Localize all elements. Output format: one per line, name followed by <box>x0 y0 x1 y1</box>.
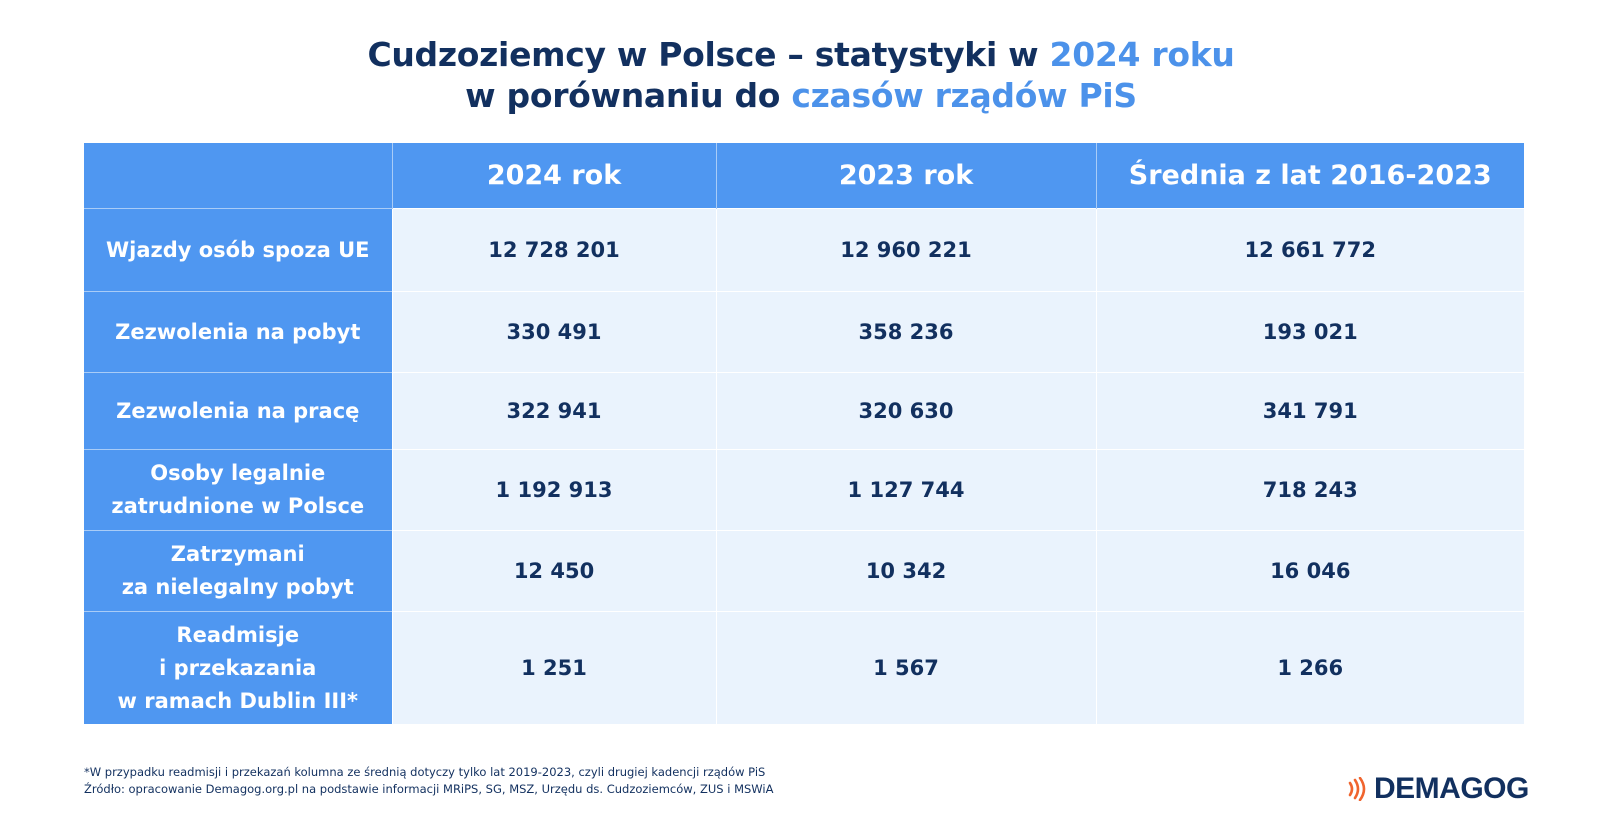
row-label: Wjazdy osób spoza UE <box>84 208 392 292</box>
row-label: Readmisje i przekazania w ramach Dublin II… <box>84 611 392 724</box>
footnote: *W przypadku readmisji i przekazań kolum… <box>84 764 773 798</box>
header-corner-cell <box>84 143 392 209</box>
row-label-line: zatrudnione w Polsce <box>111 494 365 518</box>
row-label: Osoby legalnie zatrudnione w Polsce <box>84 449 392 531</box>
table-cell: 1 567 <box>715 611 1096 724</box>
row-label-line: Zatrzymani <box>170 542 305 566</box>
statistics-table: 2024 rok 2023 rok Średnia z lat 2016-2023 … <box>84 143 1524 724</box>
table-cell: 16 046 <box>1095 530 1524 612</box>
row-label: Zatrzymani za nielegalny pobyt <box>84 530 392 612</box>
table-cell: 341 791 <box>1095 372 1524 450</box>
row-label-line: Osoby legalnie <box>150 461 326 485</box>
table-cell: 322 941 <box>391 372 716 450</box>
table-body: Wjazdy osób spoza UE 12 728 201 12 960 221… <box>84 208 1524 724</box>
table-cell: 12 450 <box>391 530 716 612</box>
table-cell: 12 728 201 <box>391 208 716 292</box>
row-label-line: za nielegalny pobyt <box>121 575 354 599</box>
row-label-line: Wjazdy osób spoza UE <box>105 237 370 262</box>
table-row: Zatrzymani za nielegalny pobyt 12 450 10 34… <box>84 530 1524 612</box>
table-cell: 718 243 <box>1095 449 1524 531</box>
row-label-line: Zezwolenia na pobyt <box>115 319 361 344</box>
logo-text: DEMAGOG <box>1374 772 1529 805</box>
table-cell: 1 192 913 <box>391 449 716 531</box>
title-line-1: Cudzoziemcy w Polsce – statystyki w 2024… <box>0 34 1602 75</box>
title-line-2: w porównaniu do czasów rządów PiS <box>0 75 1602 116</box>
table-cell: 12 960 221 <box>715 208 1096 292</box>
table-cell: 1 251 <box>391 611 716 724</box>
title-text: Cudzoziemcy w Polsce – statystyki w <box>367 35 1050 74</box>
table-cell: 1 266 <box>1095 611 1524 724</box>
sound-waves-icon <box>1348 777 1366 801</box>
table-cell: 330 491 <box>391 291 716 373</box>
table-header-row: 2024 rok 2023 rok Średnia z lat 2016-2023 <box>84 143 1524 209</box>
table-cell: 358 236 <box>715 291 1096 373</box>
row-label-line: Zezwolenia na pracę <box>116 398 360 423</box>
table-cell: 12 661 772 <box>1095 208 1524 292</box>
row-label: Zezwolenia na pobyt <box>84 291 392 373</box>
table-row: Readmisje i przekazania w ramach Dublin II… <box>84 611 1524 724</box>
title-highlight: czasów rządów PiS <box>791 76 1137 115</box>
row-label: Zezwolenia na pracę <box>84 372 392 450</box>
column-header: Średnia z lat 2016-2023 <box>1095 143 1524 209</box>
row-label-line: w ramach Dublin III* <box>117 688 359 713</box>
footnote-source: Źródło: opracowanie Demagog.org.pl na po… <box>84 782 774 796</box>
title-highlight: 2024 roku <box>1049 35 1235 74</box>
row-label-line: i przekazania <box>159 655 317 680</box>
row-label-line: Readmisje <box>176 622 300 647</box>
table-cell: 193 021 <box>1095 291 1524 373</box>
table-row: Wjazdy osób spoza UE 12 728 201 12 960 221… <box>84 208 1524 292</box>
table-row: Zezwolenia na pracę 322 941 320 630 341 791 <box>84 372 1524 450</box>
column-header: 2024 rok <box>391 143 716 209</box>
table-cell: 10 342 <box>715 530 1096 612</box>
title-text: w porównaniu do <box>465 76 792 115</box>
chart-title: Cudzoziemcy w Polsce – statystyki w 2024… <box>0 34 1602 116</box>
table-cell: 1 127 744 <box>715 449 1096 531</box>
footnote-note: *W przypadku readmisji i przekazań kolum… <box>84 765 766 779</box>
column-header: 2023 rok <box>715 143 1096 209</box>
table-row: Osoby legalnie zatrudnione w Polsce 1 192 … <box>84 449 1524 531</box>
table-cell: 320 630 <box>715 372 1096 450</box>
table-row: Zezwolenia na pobyt 330 491 358 236 193 021 <box>84 291 1524 373</box>
demagog-logo: DEMAGOG <box>1346 772 1529 806</box>
